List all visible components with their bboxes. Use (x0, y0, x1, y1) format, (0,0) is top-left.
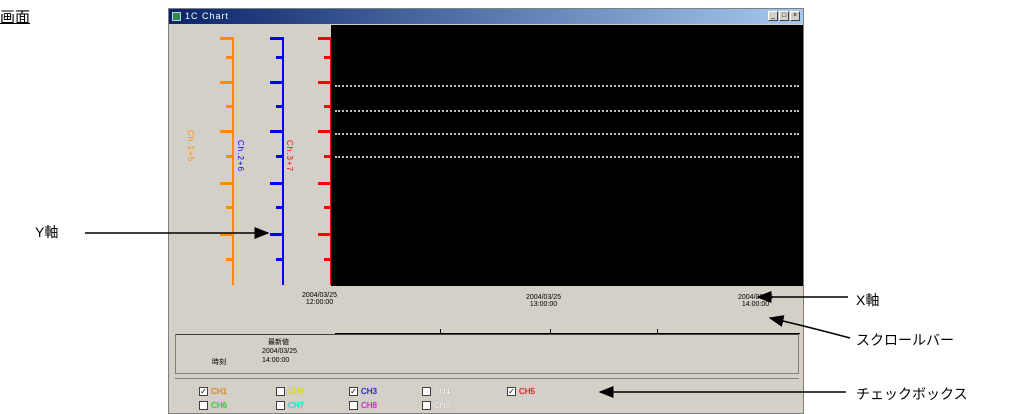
info-label: 時刻 (212, 359, 226, 366)
y-axis-tick (276, 155, 282, 158)
checkbox-label: CH1 (211, 387, 228, 396)
channel-checkbox[interactable]: ✓ CH5 (507, 387, 535, 396)
checkbox-box[interactable] (422, 401, 431, 410)
y-axis-tick (226, 105, 232, 108)
checkbox-label: CH8 (361, 401, 378, 410)
grid-line (335, 156, 799, 158)
title-bar[interactable]: 1C Chart _ □ × (169, 9, 803, 24)
y-axis-tick (220, 81, 232, 84)
y-axis-label: Ch.3+7 (285, 140, 294, 173)
checkbox-label: CH6 (211, 401, 228, 410)
checkbox-box[interactable]: ✓ (349, 387, 358, 396)
minimize-button[interactable]: _ (768, 11, 778, 21)
callout-y-axis: Y軸 (35, 224, 59, 240)
channel-checkbox[interactable]: CH7 (276, 401, 304, 410)
y-axis-tick (270, 130, 282, 133)
callout-scrollbar: スクロールバー (856, 332, 954, 348)
y-axis-tick (276, 206, 282, 209)
checkbox-label: CH7 (288, 401, 305, 410)
y-axis-tick (226, 155, 232, 158)
y-axis-tick (270, 81, 282, 84)
y-axis-tick (324, 155, 330, 158)
scroll-tick (657, 329, 658, 333)
y-axis-label: Ch.2+6 (236, 140, 245, 173)
y-axis-tick (318, 182, 330, 185)
y-axis-tick (324, 258, 330, 261)
checkbox-panel: ✓ CH1 CH2 ✓ CH3 CH4 ✓ CH5 CH6 CH7 CH8 CH9 (175, 378, 799, 414)
x-tick-label: 2004/03/25 14:00:00 (738, 294, 774, 308)
channel-checkbox[interactable]: CH8 (349, 401, 377, 410)
grid-line (335, 133, 799, 135)
y-axis-tick (220, 182, 232, 185)
y-axis-tick (324, 56, 330, 59)
window-title: 1C Chart (185, 11, 230, 21)
horizontal-scrollbar[interactable] (335, 326, 800, 334)
grid-line (335, 85, 799, 87)
plot-area (331, 25, 803, 286)
checkbox-box[interactable] (276, 401, 285, 410)
checkbox-box[interactable] (276, 387, 285, 396)
checkbox-label: CH9 (434, 401, 451, 410)
info-latest: 最新値 (268, 339, 289, 346)
checkbox-box[interactable]: ✓ (507, 387, 516, 396)
close-button[interactable]: × (790, 11, 800, 21)
y-axis-line (232, 37, 234, 285)
y-axis-tick (324, 206, 330, 209)
callout-checkbox: チェックボックス (856, 386, 968, 402)
channel-checkbox[interactable]: ✓ CH1 (199, 387, 227, 396)
checkbox-label: CH5 (519, 387, 536, 396)
y-axis-tick (226, 206, 232, 209)
y-axis-tick (220, 233, 232, 236)
grid-line (335, 110, 799, 112)
window-controls: _ □ × (768, 11, 800, 21)
checkbox-box[interactable] (422, 387, 431, 396)
checkbox-label: CH2 (288, 387, 305, 396)
checkbox-label: CH4 (434, 387, 451, 396)
channel-checkbox[interactable]: ✓ CH3 (349, 387, 377, 396)
y-axis-tick (276, 258, 282, 261)
info-time: 14:00:00 (262, 357, 290, 364)
y-axis-tick (276, 105, 282, 108)
y-axis-tick (318, 130, 330, 133)
channel-checkbox[interactable]: CH9 (422, 401, 450, 410)
y-axis-tick (270, 37, 282, 40)
info-panel: 最新値 2004/03/25 14:00:00 時刻 (175, 334, 799, 374)
page-heading: 画面 (0, 9, 31, 26)
y-axis-tick (270, 233, 282, 236)
maximize-button[interactable]: □ (779, 11, 789, 21)
x-tick-label: 2004/03/25 12:00:00 (302, 292, 338, 306)
y-axis-tick (324, 105, 330, 108)
checkbox-box[interactable]: ✓ (199, 387, 208, 396)
channel-checkbox[interactable]: CH4 (422, 387, 450, 396)
y-axis-tick (226, 258, 232, 261)
y-axis-tick (318, 233, 330, 236)
x-tick-label: 2004/03/25 13:00:00 (526, 294, 562, 308)
y-axis-line (282, 37, 284, 285)
y-axis-tick (226, 56, 232, 59)
checkbox-box[interactable] (199, 401, 208, 410)
arrow-scrollbar (768, 315, 851, 339)
info-date: 2004/03/25 (262, 348, 298, 355)
y-axis-tick (220, 130, 232, 133)
y-axis-tick (318, 37, 330, 40)
y-axis-tick (318, 81, 330, 84)
checkbox-label: CH3 (361, 387, 378, 396)
checkbox-box[interactable] (349, 401, 358, 410)
scroll-tick (550, 329, 551, 333)
y-axis-tick (270, 182, 282, 185)
channel-checkbox[interactable]: CH2 (276, 387, 304, 396)
y-axis-tick (220, 37, 232, 40)
channel-checkbox[interactable]: CH6 (199, 401, 227, 410)
callout-x-axis: X軸 (856, 292, 880, 308)
app-icon (172, 12, 181, 21)
y-axis-tick (276, 56, 282, 59)
y-axis-label: Ch.1+5 (186, 130, 195, 163)
scroll-tick (440, 329, 441, 333)
